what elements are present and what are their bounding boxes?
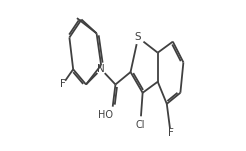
Text: F: F xyxy=(168,128,173,138)
Text: Cl: Cl xyxy=(136,120,145,130)
Text: S: S xyxy=(135,32,141,42)
Text: HO: HO xyxy=(98,110,113,120)
Text: N: N xyxy=(97,64,105,74)
Text: F: F xyxy=(60,79,65,90)
